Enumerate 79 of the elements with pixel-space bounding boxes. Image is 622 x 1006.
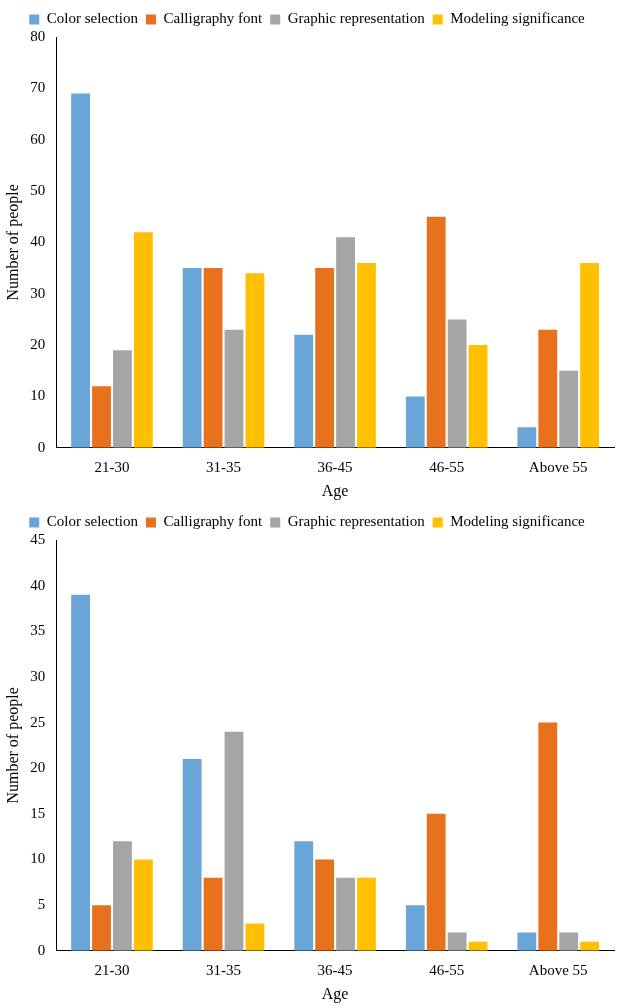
y-tick-label: 10	[30, 387, 46, 404]
x-tick-label: 36-45	[317, 458, 353, 475]
bar	[580, 262, 600, 448]
bar	[336, 237, 355, 448]
y-tick-label: 10	[30, 850, 46, 867]
y-tick-label: 80	[30, 27, 46, 44]
bar	[203, 268, 223, 448]
y-tick-label: 15	[30, 804, 46, 821]
bar	[224, 731, 244, 951]
y-tick-label: 30	[30, 284, 46, 301]
bar	[405, 905, 425, 951]
bar	[113, 841, 132, 951]
bar	[294, 334, 314, 448]
y-tick-label: 40	[30, 576, 46, 593]
legend-label: Modeling significance	[450, 10, 586, 27]
bar	[294, 841, 314, 951]
bar	[182, 759, 202, 951]
x-tick-label: 31-35	[206, 458, 242, 475]
bar	[357, 262, 376, 448]
x-tick-label: 21-30	[94, 458, 130, 475]
y-tick-label: 25	[30, 713, 46, 730]
x-tick-label: 36-45	[317, 961, 353, 978]
bar	[182, 268, 202, 448]
y-tick-label: 0	[37, 941, 46, 958]
bar	[517, 932, 537, 951]
legend-label: Modeling significance	[450, 513, 586, 530]
y-tick-label: 5	[37, 896, 46, 913]
x-tick-label: 46-55	[429, 961, 465, 978]
y-tick-label: 20	[30, 336, 46, 353]
bar	[315, 268, 335, 448]
y-axis-title: Number of people	[3, 184, 22, 301]
x-tick-label: 21-30	[94, 961, 130, 978]
y-tick-label: 20	[30, 759, 46, 776]
legend-label: Graphic representation	[287, 10, 426, 27]
x-tick-label: 31-35	[206, 961, 242, 978]
bar	[426, 813, 446, 951]
bar	[113, 350, 132, 448]
bar	[203, 877, 223, 951]
bar	[538, 722, 558, 951]
y-tick-label: 45	[30, 530, 46, 547]
bar	[245, 923, 265, 951]
legend-label: Calligraphy font	[163, 513, 264, 530]
bar	[336, 877, 355, 951]
y-tick-label: 70	[30, 79, 46, 96]
bar	[447, 932, 467, 951]
bar	[405, 396, 425, 448]
bar	[92, 905, 111, 951]
y-tick-label: 35	[30, 622, 46, 639]
bar	[357, 877, 376, 951]
bar	[559, 370, 579, 448]
bar	[71, 594, 91, 951]
y-axis-title: Number of people	[3, 687, 22, 804]
bar	[468, 345, 488, 448]
legend-label: Color selection	[46, 10, 139, 27]
bar	[315, 859, 335, 951]
x-tick-label: Above 55	[528, 961, 588, 978]
bar	[133, 232, 153, 448]
bar	[538, 329, 558, 448]
y-tick-label: 30	[30, 667, 46, 684]
bar	[92, 386, 111, 448]
bar	[426, 216, 446, 448]
legend-label: Color selection	[46, 513, 139, 530]
x-tick-label: Above 55	[528, 458, 588, 475]
bar	[447, 319, 467, 448]
y-tick-label: 60	[30, 130, 46, 147]
bar	[559, 932, 579, 951]
legend-label: Graphic representation	[287, 513, 426, 530]
x-axis-title: Age	[321, 984, 349, 1003]
y-tick-label: 40	[30, 233, 46, 250]
bar	[224, 329, 244, 448]
bar	[133, 859, 153, 951]
x-tick-label: 46-55	[429, 458, 465, 475]
x-axis-title: Age	[321, 481, 349, 500]
y-tick-label: 50	[30, 181, 46, 198]
bar	[245, 273, 265, 448]
bar	[517, 427, 537, 448]
y-tick-label: 0	[37, 438, 46, 455]
legend-label: Calligraphy font	[163, 10, 264, 27]
bar	[71, 93, 91, 448]
